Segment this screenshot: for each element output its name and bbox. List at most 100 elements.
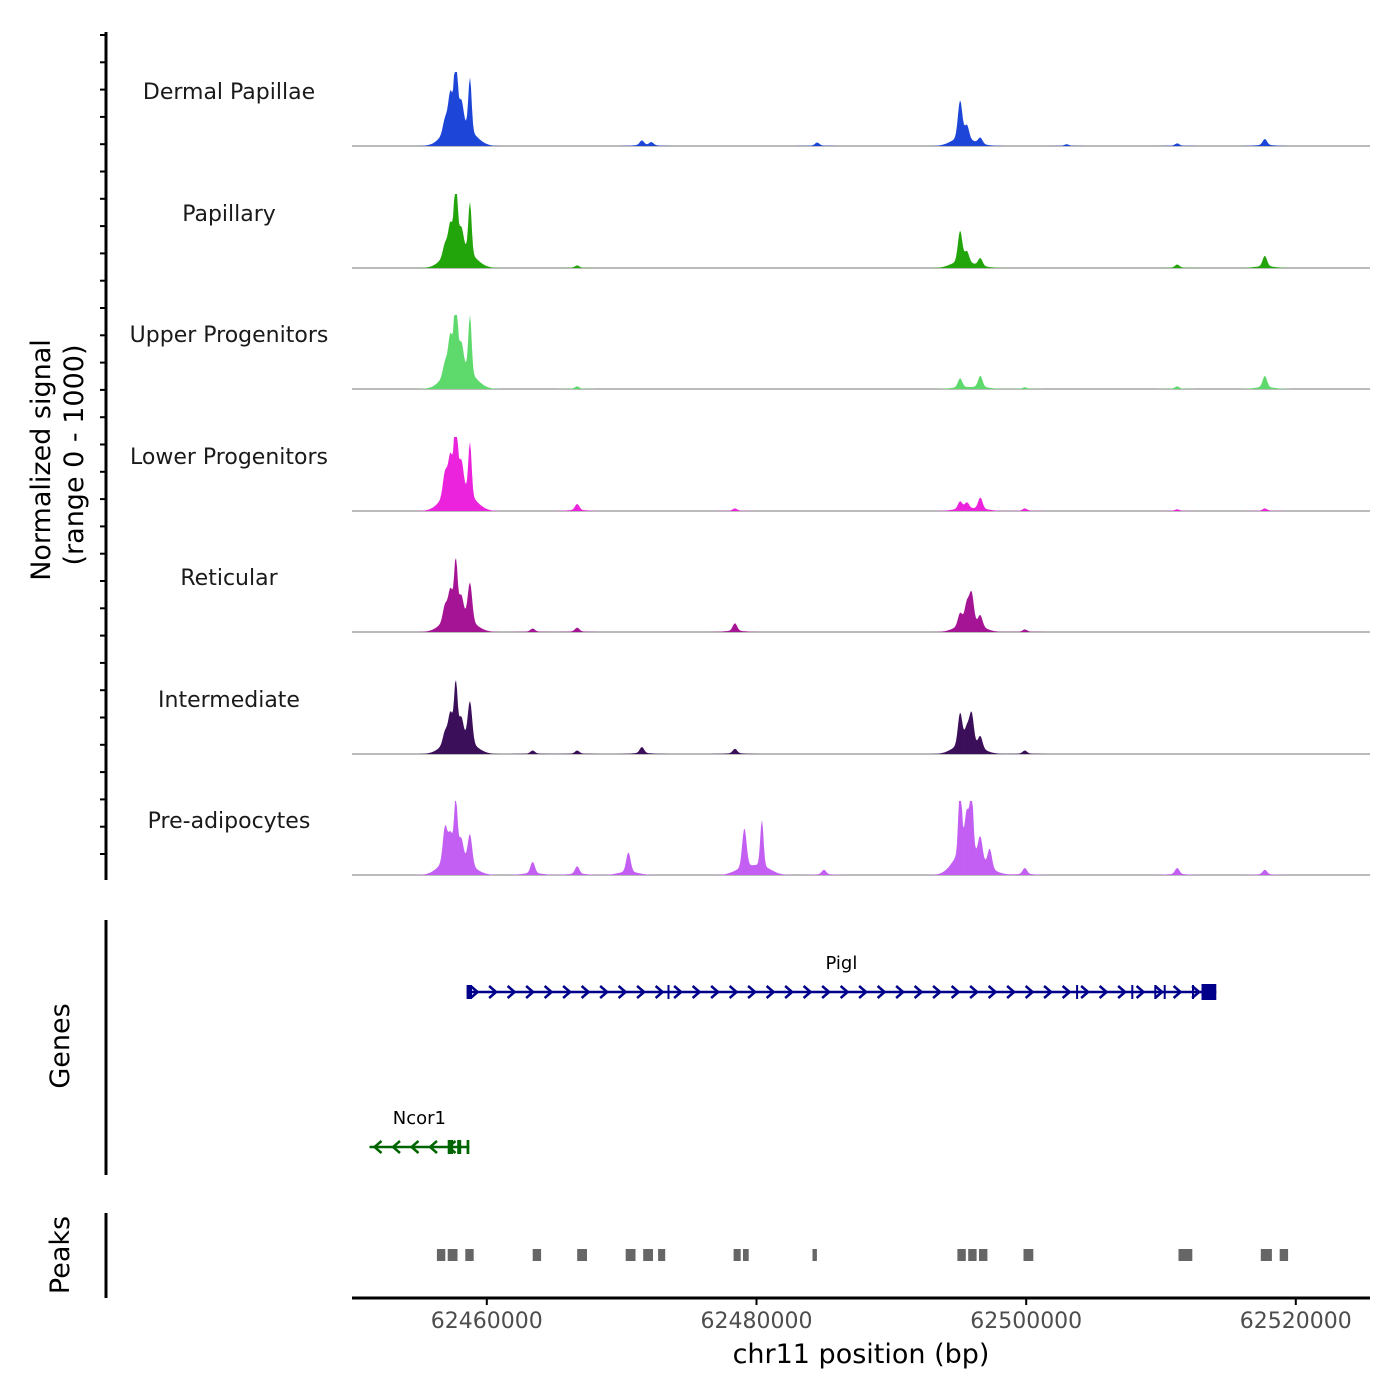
gene-exon <box>1163 985 1166 999</box>
peak-region <box>1279 1249 1289 1261</box>
x-tick-label: 62500000 <box>970 1309 1082 1334</box>
strand-arrow <box>1080 985 1091 999</box>
genes-track: Pigl Ncor1 <box>369 953 1217 1154</box>
strand-arrow <box>525 985 536 999</box>
signal-area <box>352 194 1370 268</box>
peak-region <box>1178 1249 1193 1261</box>
peak-region <box>643 1249 653 1261</box>
track-dermal-papillae: Dermal Papillae <box>143 72 1370 147</box>
track-intermediate: Intermediate <box>158 680 1370 755</box>
track-pre-adipocytes: Pre-adipocytes <box>148 801 1370 876</box>
strand-arrow <box>1024 985 1035 999</box>
gene-label: Pigl <box>825 953 857 974</box>
strand-arrow <box>839 985 850 999</box>
track-reticular: Reticular <box>180 558 1370 633</box>
strand-arrow <box>691 985 702 999</box>
y-axis-title-line2: (range 0 - 1000) <box>59 345 90 566</box>
track-label: Pre-adipocytes <box>148 809 311 834</box>
x-tick-label: 62460000 <box>431 1309 543 1334</box>
strand-arrow <box>488 985 499 999</box>
peaks-panel-title: Peaks <box>45 1216 76 1294</box>
gene-exon <box>466 985 472 999</box>
gene-exon <box>1131 985 1134 999</box>
track-label: Upper Progenitors <box>130 323 329 348</box>
strand-arrow <box>1191 985 1202 999</box>
strand-arrow <box>562 985 573 999</box>
peak-region <box>625 1249 636 1261</box>
strand-arrow <box>710 985 721 999</box>
x-axis-ticks: 62460000 62480000 62500000 62520000 <box>431 1298 1352 1334</box>
strand-arrow <box>391 1140 401 1154</box>
peak-region <box>979 1249 988 1261</box>
strand-arrow <box>1061 985 1072 999</box>
strand-arrow <box>469 985 480 999</box>
x-tick-label: 62520000 <box>1240 1309 1352 1334</box>
strand-arrow <box>506 985 517 999</box>
peak-region <box>465 1249 474 1261</box>
peak-region <box>577 1249 587 1261</box>
strand-arrow <box>950 985 961 999</box>
gene-exon <box>1154 985 1157 999</box>
strand-arrow <box>599 985 610 999</box>
track-papillary: Papillary <box>182 194 1370 269</box>
strand-arrow <box>913 985 924 999</box>
signal-area <box>352 680 1370 754</box>
peak-region <box>436 1249 446 1261</box>
strand-arrow <box>784 985 795 999</box>
track-upper-progenitors: Upper Progenitors <box>130 315 1370 390</box>
gene-pigl[interactable]: Pigl <box>466 953 1217 1000</box>
strand-arrow <box>673 985 684 999</box>
strand-arrow <box>1172 985 1183 999</box>
peak-region <box>658 1249 666 1261</box>
peak-region <box>957 1249 966 1261</box>
x-tick-label: 62480000 <box>701 1309 813 1334</box>
strand-arrow <box>543 985 554 999</box>
strand-arrow <box>969 985 980 999</box>
strand-arrow <box>580 985 591 999</box>
track-lower-progenitors: Lower Progenitors <box>130 437 1370 512</box>
signal-area <box>352 558 1370 632</box>
strand-arrow <box>802 985 813 999</box>
y-axis-title-line1: Normalized signal <box>26 339 57 581</box>
strand-arrow <box>858 985 869 999</box>
peak-region <box>812 1249 817 1261</box>
gene-exon <box>447 1140 454 1154</box>
signal-area <box>352 437 1370 511</box>
peak-region <box>447 1249 458 1261</box>
peak-region <box>733 1249 741 1261</box>
gene-ncor1[interactable]: Ncor1 <box>369 1108 470 1154</box>
strand-arrow <box>1043 985 1054 999</box>
gene-exon <box>1192 985 1194 999</box>
strand-arrow <box>895 985 906 999</box>
track-label: Intermediate <box>158 688 300 713</box>
strand-arrow <box>617 985 628 999</box>
track-label: Papillary <box>182 202 276 227</box>
peak-region <box>532 1249 542 1261</box>
strand-arrow <box>1117 985 1128 999</box>
track-label: Reticular <box>180 566 278 591</box>
strand-arrow <box>821 985 832 999</box>
signal-y-axis-ticks <box>100 34 106 855</box>
strand-arrow <box>987 985 998 999</box>
strand-arrow <box>428 1140 438 1154</box>
peak-region <box>743 1249 749 1261</box>
x-axis-title: chr11 position (bp) <box>733 1339 990 1370</box>
gene-exon <box>457 1140 462 1154</box>
gene-exon <box>466 1140 470 1154</box>
strand-arrow <box>409 1140 420 1154</box>
peak-region <box>968 1249 977 1261</box>
peak-region <box>1023 1249 1034 1261</box>
strand-arrow <box>1098 985 1109 999</box>
strand-arrow <box>636 985 647 999</box>
track-label: Lower Progenitors <box>130 445 328 470</box>
strand-arrow <box>728 985 739 999</box>
strand-arrow <box>1154 985 1165 999</box>
strand-arrow <box>876 985 887 999</box>
signal-tracks: Dermal Papillae Papillary Upper Progenitor… <box>130 72 1370 876</box>
strand-arrow <box>747 985 758 999</box>
gene-exon <box>1201 984 1217 1000</box>
gene-exon <box>667 985 670 999</box>
strand-arrow <box>372 1140 383 1154</box>
signal-area <box>352 315 1370 389</box>
